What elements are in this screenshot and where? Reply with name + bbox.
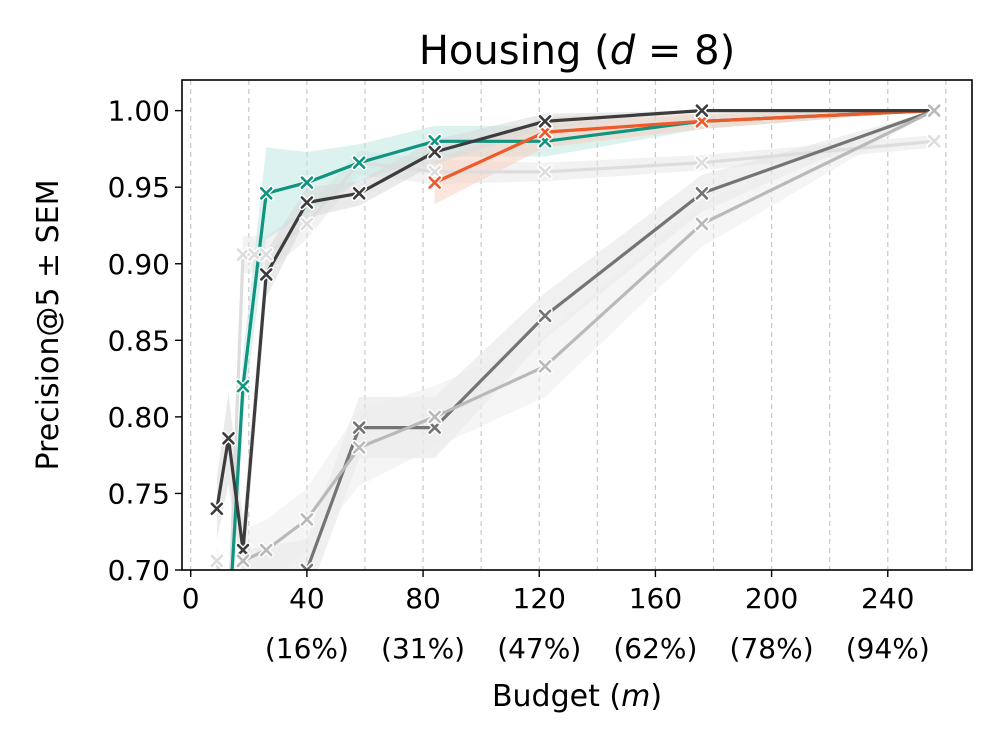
data-point-silver — [694, 216, 710, 232]
y-tick-label: 0.75 — [108, 477, 170, 510]
data-point-light-gray-upper — [246, 246, 263, 263]
data-point-dark-gray — [209, 501, 225, 517]
chart-title-var: d — [610, 28, 636, 74]
chart-title-op: = 8 — [635, 28, 719, 74]
data-point-teal — [223, 626, 233, 636]
chart-title-text: Housing — [419, 28, 582, 74]
y-axis-label: Precision@5 ± SEM — [31, 179, 66, 470]
series-markers — [209, 102, 942, 636]
x-tick-label: 200 — [745, 582, 798, 615]
data-point-medium-gray — [238, 576, 248, 586]
data-point-dark-gray — [351, 185, 367, 202]
y-axis-ticks: 0.70 0.75 0.80 0.85 0.90 0.95 1.00 — [108, 95, 182, 587]
x-tick-sublabel: (16%) — [265, 632, 349, 665]
data-point-teal — [235, 378, 251, 394]
data-point-orange-red — [537, 124, 553, 140]
data-point-light-gray-upper — [299, 216, 315, 232]
data-point-dark-gray — [694, 102, 710, 119]
data-point-dark-gray — [426, 144, 443, 160]
data-point-medium-gray — [299, 562, 315, 570]
data-point-silver — [426, 409, 443, 425]
data-point-teal — [258, 185, 274, 202]
data-point-light-gray-upper — [223, 626, 233, 636]
x-axis-label-var: m — [621, 679, 650, 714]
x-axis-ticks: 0 40 (16%) 80 (31%) 120 (47%) 160 (62%) 200 (78%) 2… — [182, 570, 930, 665]
data-point-teal — [351, 154, 367, 171]
plot-frame — [181, 79, 973, 571]
data-point-medium-gray — [426, 419, 443, 436]
data-point-light-gray-upper — [426, 164, 443, 180]
y-tick-label: 0.70 — [108, 554, 170, 587]
x-axis-label-text: Budget — [492, 679, 600, 714]
data-point-medium-gray — [537, 308, 553, 324]
error-band-silver — [243, 110, 935, 570]
x-tick-label: 160 — [629, 582, 682, 615]
data-point-silver — [258, 542, 274, 558]
data-point-light-gray-upper — [258, 246, 274, 263]
chart-title: Housing (d = 8) — [419, 28, 735, 74]
data-point-medium-gray — [694, 185, 710, 202]
x-tick-label: 40 — [289, 582, 325, 615]
data-point-silver — [299, 511, 315, 528]
x-tick-label: 0 — [182, 582, 200, 615]
data-point-orange-red — [426, 174, 443, 191]
data-point-teal — [426, 133, 443, 149]
error-band-teal — [229, 110, 935, 570]
x-tick-sublabel: (31%) — [381, 632, 465, 665]
x-tick-sublabel: (94%) — [846, 632, 930, 665]
data-point-teal — [299, 174, 315, 191]
error-band-orange-red — [434, 110, 935, 204]
series-line-dark-gray — [215, 108, 936, 552]
y-tick-label: 0.90 — [108, 248, 170, 281]
error-bands — [216, 110, 935, 570]
x-tick-label: 120 — [513, 582, 566, 615]
data-point-orange-red — [694, 113, 710, 130]
data-point-medium-gray — [351, 419, 367, 436]
y-tick-label: 0.85 — [108, 324, 170, 357]
data-point-silver — [351, 439, 367, 456]
series-line-orange-red — [433, 108, 936, 185]
data-point-dark-gray — [537, 113, 553, 130]
x-axis-label: Budget (m) — [492, 679, 662, 714]
data-point-light-gray-upper — [926, 133, 942, 149]
y-tick-label: 0.80 — [108, 401, 170, 434]
x-tick-label: 240 — [861, 582, 914, 615]
y-tick-label: 0.95 — [108, 171, 170, 204]
x-tick-sublabel: (78%) — [730, 632, 814, 665]
x-tick-label: 80 — [405, 582, 441, 615]
data-point-dark-gray — [220, 430, 237, 447]
data-point-dark-gray — [299, 194, 315, 211]
y-tick-label: 1.00 — [108, 95, 170, 128]
data-point-light-gray-upper — [209, 553, 225, 569]
data-point-light-gray-upper — [694, 154, 710, 171]
data-point-light-gray-upper — [537, 164, 553, 180]
data-point-silver — [926, 102, 942, 119]
data-point-light-gray-upper — [235, 246, 251, 263]
x-tick-sublabel: (62%) — [613, 632, 697, 665]
data-point-silver — [537, 358, 553, 375]
data-point-dark-gray — [258, 266, 274, 283]
data-point-silver — [235, 553, 251, 569]
x-tick-sublabel: (47%) — [497, 632, 581, 665]
data-point-dark-gray — [235, 542, 251, 558]
